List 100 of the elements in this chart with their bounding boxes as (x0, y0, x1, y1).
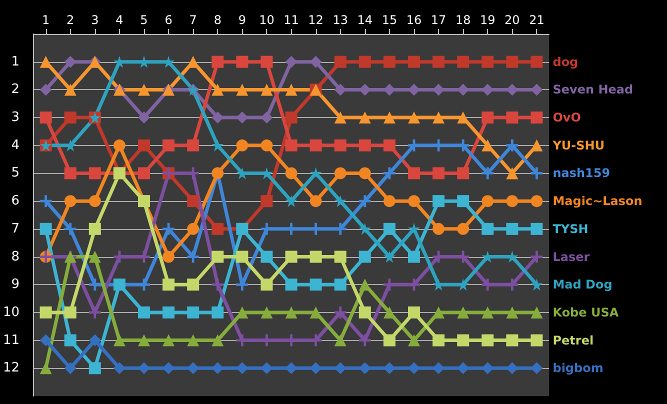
point (187, 195, 200, 208)
x-tick-label: 18 (455, 13, 471, 27)
point (383, 56, 396, 68)
point (383, 250, 396, 263)
y-tick-label: 10 (2, 304, 20, 320)
series-label: dog (552, 54, 578, 69)
series-label: Kobe USA (552, 305, 620, 320)
y-tick-label: 3 (11, 110, 20, 126)
y-tick-label: 5 (11, 166, 20, 181)
point (432, 112, 445, 124)
point (88, 167, 101, 180)
point (40, 56, 52, 68)
point (408, 306, 420, 318)
point (506, 306, 518, 318)
point (506, 334, 518, 346)
point (457, 195, 470, 208)
point (236, 84, 248, 96)
point (260, 250, 273, 263)
point (88, 334, 101, 346)
y-tick-label: 2 (11, 82, 20, 98)
point (260, 84, 273, 96)
point (88, 195, 101, 208)
series-label: nash159 (552, 166, 610, 180)
point (408, 167, 420, 180)
x-tick-label: 21 (529, 13, 544, 27)
point (260, 362, 273, 374)
point (113, 139, 126, 152)
x-tick-label: 13 (332, 13, 348, 27)
point (64, 334, 76, 346)
point (358, 139, 371, 152)
point (383, 222, 396, 235)
point (530, 167, 543, 180)
point (358, 250, 371, 263)
point (212, 306, 224, 318)
point (260, 56, 273, 68)
y-tick-label: 12 (2, 360, 20, 376)
x-tick-label: 9 (238, 13, 246, 27)
point (334, 306, 346, 318)
point (113, 334, 126, 346)
point (432, 306, 445, 318)
y-tick-label: 6 (11, 194, 20, 209)
point (408, 222, 420, 235)
point (187, 250, 200, 263)
point (260, 112, 273, 124)
x-tick-label: 10 (259, 13, 274, 27)
point (162, 250, 175, 263)
point (383, 334, 396, 346)
x-tick-label: 1 (42, 13, 50, 27)
point (482, 222, 494, 235)
point (408, 362, 420, 374)
point (285, 278, 298, 291)
point (432, 334, 445, 346)
point (334, 250, 346, 263)
point (285, 167, 298, 180)
x-tick-label: 4 (116, 13, 124, 27)
point (138, 112, 150, 124)
point (358, 334, 371, 346)
point (138, 167, 150, 180)
y-tick-label: 11 (2, 332, 20, 348)
x-tick-label: 6 (164, 13, 172, 27)
point (162, 222, 175, 235)
point (457, 306, 470, 318)
point (40, 112, 52, 124)
x-tick-label: 20 (504, 13, 520, 27)
point (212, 222, 224, 235)
point (408, 334, 420, 346)
x-tick-label: 8 (214, 13, 222, 27)
point (187, 222, 200, 235)
point (260, 306, 273, 318)
point (212, 334, 224, 346)
x-tick-label: 7 (189, 13, 197, 27)
point (285, 362, 298, 374)
point (212, 139, 224, 152)
point (310, 362, 322, 374)
point (334, 56, 346, 68)
series-label: bigbom (552, 361, 604, 376)
point (88, 222, 101, 235)
point (457, 167, 470, 180)
point (482, 56, 494, 68)
series-label: Laser (552, 250, 590, 264)
point (88, 278, 101, 291)
point (506, 195, 518, 208)
point (88, 362, 101, 374)
series-label: Mad Dog (552, 278, 612, 292)
point (40, 362, 52, 374)
y-tick-label: 8 (11, 249, 20, 264)
point (236, 250, 248, 263)
y-tick-label: 1 (11, 54, 20, 70)
x-tick-label: 19 (480, 13, 496, 27)
point (310, 139, 322, 152)
series-label: Magic~Lason (552, 194, 642, 208)
point (162, 139, 175, 152)
point (310, 167, 322, 180)
point (530, 306, 543, 318)
point (408, 112, 420, 124)
point (506, 56, 518, 68)
y-tick-label: 4 (11, 138, 20, 153)
point (408, 195, 420, 208)
point (482, 112, 494, 124)
point (358, 222, 371, 235)
